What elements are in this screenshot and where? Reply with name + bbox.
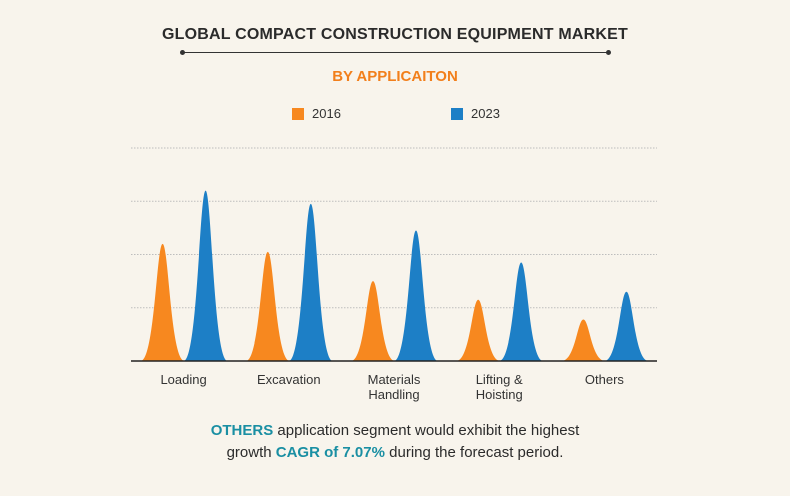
- title-divider: [180, 50, 611, 55]
- legend-label-2016: 2016: [312, 106, 341, 121]
- legend-swatch-2016: [292, 107, 304, 120]
- legend-item-2023: 2023: [451, 106, 500, 121]
- peak-2023-excavation: [288, 203, 333, 361]
- x-tick-label: Hoisting: [476, 387, 523, 402]
- peak-2016-others: [561, 319, 606, 361]
- peak-2016-excavation: [245, 251, 290, 361]
- x-tick-label: Excavation: [257, 372, 321, 387]
- peak-2023-others: [604, 291, 649, 361]
- peak-2023-loading: [183, 190, 228, 361]
- legend-swatch-2023: [451, 107, 463, 120]
- chart-subtitle: BY APPLICAITON: [332, 68, 458, 85]
- legend-item-2016: 2016: [292, 106, 341, 121]
- chart-footnote: OTHERS application segment would exhibit…: [0, 420, 790, 464]
- peak-2016-lifting-hoisting: [456, 299, 501, 361]
- footnote-highlight-cagr: CAGR of 7.07%: [275, 444, 385, 461]
- peak-2016-loading: [140, 243, 185, 361]
- x-tick-label: Others: [585, 372, 625, 387]
- footnote-text-2b: during the forecast period.: [384, 444, 564, 461]
- x-tick-label: Loading: [160, 372, 206, 387]
- legend-label-2023: 2023: [471, 106, 500, 121]
- divider-dot-left: [180, 50, 185, 55]
- peak-2023-materials-handling: [394, 230, 438, 361]
- footnote-highlight-segment: OTHERS: [210, 422, 274, 439]
- x-tick-label: Handling: [368, 387, 419, 402]
- x-tick-label: Materials: [368, 372, 421, 387]
- divider-dot-right: [606, 50, 611, 55]
- x-tick-label: Lifting &: [476, 372, 523, 387]
- peak-2023-lifting-hoisting: [499, 262, 544, 361]
- chart-title: GLOBAL COMPACT CONSTRUCTION EQUIPMENT MA…: [162, 26, 628, 43]
- footnote-text-1: application segment would exhibit the hi…: [273, 422, 580, 439]
- footnote-line-1: OTHERS application segment would exhibit…: [0, 420, 790, 442]
- footnote-line-2: growth CAGR of 7.07% during the forecast…: [0, 442, 790, 464]
- footnote-text-2a: growth: [226, 444, 276, 461]
- peak-2016-materials-handling: [351, 281, 395, 361]
